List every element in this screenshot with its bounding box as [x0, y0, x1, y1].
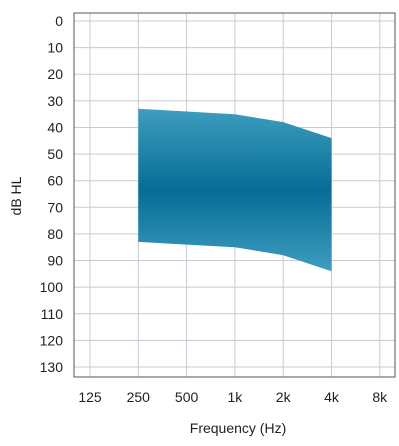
plot-frame: [73, 12, 396, 378]
x-tick-4k: 4k: [324, 389, 340, 405]
y-tick-40: 40: [47, 119, 63, 135]
y-tick-120: 120: [40, 332, 64, 348]
y-tick-70: 70: [47, 199, 63, 215]
y-tick-110: 110: [41, 306, 64, 322]
y-tick-100: 100: [40, 279, 64, 295]
y-tick-60: 60: [47, 173, 63, 189]
x-tick-1k: 1k: [228, 389, 244, 405]
y-axis-label: dB HL: [8, 176, 24, 215]
x-tick-2k: 2k: [276, 389, 292, 405]
y-tick-10: 10: [47, 40, 63, 56]
hearing-loss-band: [138, 108, 332, 272]
x-axis-label: Frequency (Hz): [190, 420, 286, 436]
y-tick-0: 0: [55, 13, 63, 29]
y-tick-30: 30: [47, 93, 63, 109]
x-tick-8k: 8k: [372, 389, 388, 405]
y-tick-90: 90: [47, 253, 63, 269]
y-tick-50: 50: [47, 146, 63, 162]
y-tick-130: 130: [40, 359, 64, 375]
x-tick-labels: 125 250 500 1k 2k 4k 8k: [78, 389, 388, 405]
y-tick-labels: 0 10 20 30 40 50 60 70 80 90 100 110 120 130: [40, 13, 64, 375]
x-tick-500: 500: [175, 389, 199, 405]
y-tick-80: 80: [47, 226, 63, 242]
x-tick-125: 125: [78, 389, 102, 405]
y-tick-20: 20: [47, 66, 63, 82]
band-layer: [138, 108, 332, 272]
x-tick-250: 250: [127, 389, 151, 405]
